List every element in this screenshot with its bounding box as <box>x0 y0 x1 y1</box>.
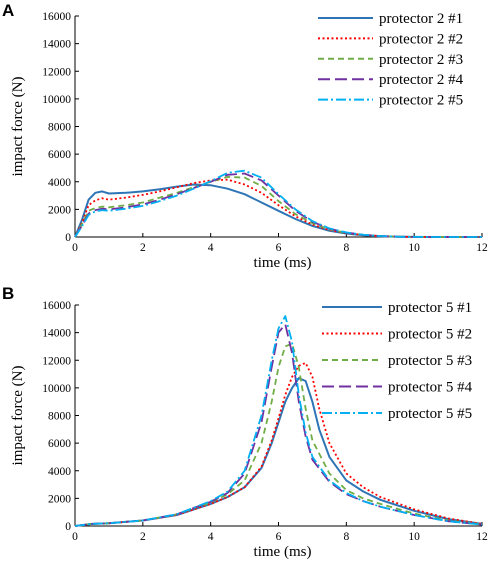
y-tick-label: 0 <box>65 521 71 533</box>
y-tick-label: 12000 <box>42 355 71 367</box>
y-tick-label: 10000 <box>42 94 71 106</box>
y-tick-label: 10000 <box>42 383 71 395</box>
x-tick-label: 12 <box>476 242 488 254</box>
x-tick-label: 12 <box>476 531 488 543</box>
series-line-3 <box>74 342 483 527</box>
y-axis-title: impact force (N) <box>10 366 26 466</box>
series-line-3 <box>74 176 482 238</box>
legend-label-3: protector 5 #3 <box>388 353 472 369</box>
x-tick-label: 0 <box>72 531 78 543</box>
legend-label-2: protector 2 #2 <box>379 31 463 47</box>
y-tick-label: 6000 <box>48 438 71 450</box>
x-tick-label: 8 <box>343 531 349 543</box>
x-axis-title: time (ms) <box>254 255 312 271</box>
x-tick-label: 10 <box>408 531 420 543</box>
panel-b: B 0 2 4 6 8 10 12 0 2000 4000 6000 8000 10000 12000 14… <box>2 284 488 560</box>
y-tick-label: 14000 <box>42 39 71 51</box>
y-tick-label: 4000 <box>48 177 71 189</box>
legend-label-5: protector 5 #5 <box>388 406 472 422</box>
series-line-2 <box>74 362 483 527</box>
series-line-1 <box>74 183 482 238</box>
legend-label-4: protector 2 #4 <box>379 72 464 88</box>
y-tick-label: 8000 <box>48 122 71 134</box>
x-tick-label: 6 <box>276 531 282 543</box>
x-tick-label: 0 <box>72 242 78 254</box>
series-line-2 <box>74 178 482 238</box>
panel-a: A 0 2 4 6 8 10 12 0 2000 4000 6000 8000 10000 12000 14… <box>2 1 488 271</box>
x-tick-label: 4 <box>208 531 214 543</box>
y-tick-label: 14000 <box>42 328 71 340</box>
y-tick-label: 2000 <box>48 493 71 505</box>
series-line-5 <box>74 315 483 527</box>
y-tick-label: 4000 <box>48 466 71 478</box>
series-line-1 <box>74 377 483 527</box>
y-tick-label: 6000 <box>48 149 71 161</box>
legend-label-1: protector 5 #1 <box>388 300 472 316</box>
y-tick-label: 0 <box>65 232 71 244</box>
x-tick-label: 8 <box>343 242 349 254</box>
y-tick-label: 12000 <box>42 66 71 78</box>
legend-label-3: protector 2 #3 <box>379 52 463 68</box>
y-tick-label: 8000 <box>48 411 71 423</box>
x-tick-label: 2 <box>140 242 146 254</box>
panel-letter-a: A <box>2 1 14 20</box>
legend-label-1: protector 2 #1 <box>379 11 463 27</box>
y-tick-label: 16000 <box>42 300 71 312</box>
y-axis-title: impact force (N) <box>10 77 26 177</box>
legend-label-2: protector 5 #2 <box>388 327 472 343</box>
legend-label-5: protector 2 #5 <box>379 93 463 109</box>
panel-letter-b: B <box>2 284 14 303</box>
series-line-5 <box>74 169 482 238</box>
y-tick-label: 16000 <box>42 11 71 23</box>
x-tick-label: 6 <box>276 242 282 254</box>
x-tick-label: 10 <box>408 242 420 254</box>
legend-label-4: protector 5 #4 <box>388 380 473 396</box>
x-axis-title: time (ms) <box>254 544 312 560</box>
x-tick-label: 2 <box>140 531 146 543</box>
x-tick-label: 4 <box>208 242 214 254</box>
y-tick-label: 2000 <box>48 204 71 216</box>
